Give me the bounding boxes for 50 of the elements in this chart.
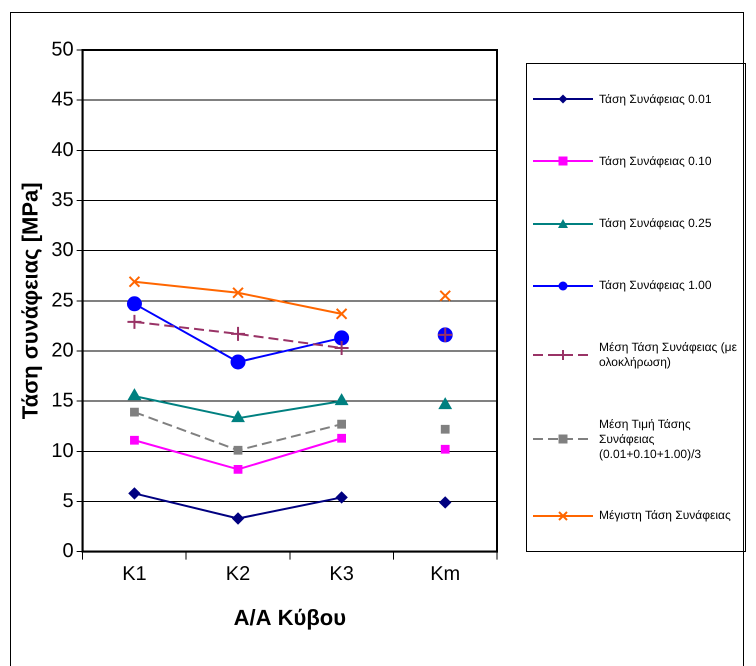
point bbox=[231, 410, 245, 422]
point bbox=[128, 276, 140, 288]
y-tick-label: 0 bbox=[62, 540, 74, 562]
point bbox=[128, 487, 140, 500]
legend-label: Τάση Συνάφειας 0.25 bbox=[599, 216, 712, 232]
x-tick-label: K2 bbox=[226, 563, 250, 586]
legend-label: Τάση Συνάφειας 1.00 bbox=[599, 278, 712, 294]
y-axis-title: Τάση συνάφειας [MPa] bbox=[17, 182, 42, 420]
point bbox=[232, 286, 244, 299]
x-tick-label: K3 bbox=[329, 563, 354, 586]
legend-label: Μέση Τιμή Τάσης Συνάφειας (0.01+0.10+1.00)/3 bbox=[599, 416, 702, 462]
y-tick-label: 10 bbox=[51, 440, 74, 462]
point bbox=[335, 394, 348, 406]
legend-label: Μέγιστη Τάση Συνάφειας bbox=[599, 508, 731, 524]
x-tick-label: Km bbox=[430, 563, 460, 586]
point bbox=[336, 308, 348, 320]
point bbox=[230, 354, 246, 370]
point bbox=[230, 326, 246, 342]
point bbox=[439, 290, 452, 302]
point bbox=[130, 408, 139, 417]
y-tick-label: 45 bbox=[51, 88, 74, 111]
point bbox=[334, 340, 350, 356]
point bbox=[439, 496, 452, 508]
y-tick-label: 5 bbox=[62, 490, 74, 512]
point bbox=[232, 512, 244, 524]
y-tick-label: 50 bbox=[51, 38, 74, 61]
legend-label: Τάση Συνάφειας 0.10 bbox=[599, 154, 712, 169]
legend-label: Τάση Συνάφειας 0.01 bbox=[599, 92, 712, 107]
point bbox=[126, 296, 142, 312]
point bbox=[334, 330, 350, 346]
point bbox=[438, 398, 452, 410]
point bbox=[234, 446, 242, 455]
point bbox=[337, 420, 346, 429]
x-axis-title: Α/Α Κύβου bbox=[234, 604, 346, 630]
point bbox=[234, 464, 242, 474]
point bbox=[336, 491, 348, 504]
point bbox=[440, 424, 450, 434]
x-tick-label: K1 bbox=[122, 563, 147, 586]
y-tick-label: 15 bbox=[51, 390, 74, 412]
point bbox=[128, 388, 142, 400]
y-tick-label: 35 bbox=[51, 188, 74, 211]
y-tick-label: 25 bbox=[51, 289, 74, 312]
point bbox=[440, 444, 450, 454]
legend-label: Μέση Τάση Συνάφειας (με ολοκλήρωση) bbox=[599, 340, 738, 370]
point bbox=[126, 314, 142, 330]
point bbox=[337, 434, 346, 443]
point bbox=[130, 436, 139, 445]
y-tick-label: 40 bbox=[51, 138, 74, 161]
y-tick-label: 20 bbox=[51, 339, 74, 362]
y-tick-label: 30 bbox=[51, 239, 74, 262]
